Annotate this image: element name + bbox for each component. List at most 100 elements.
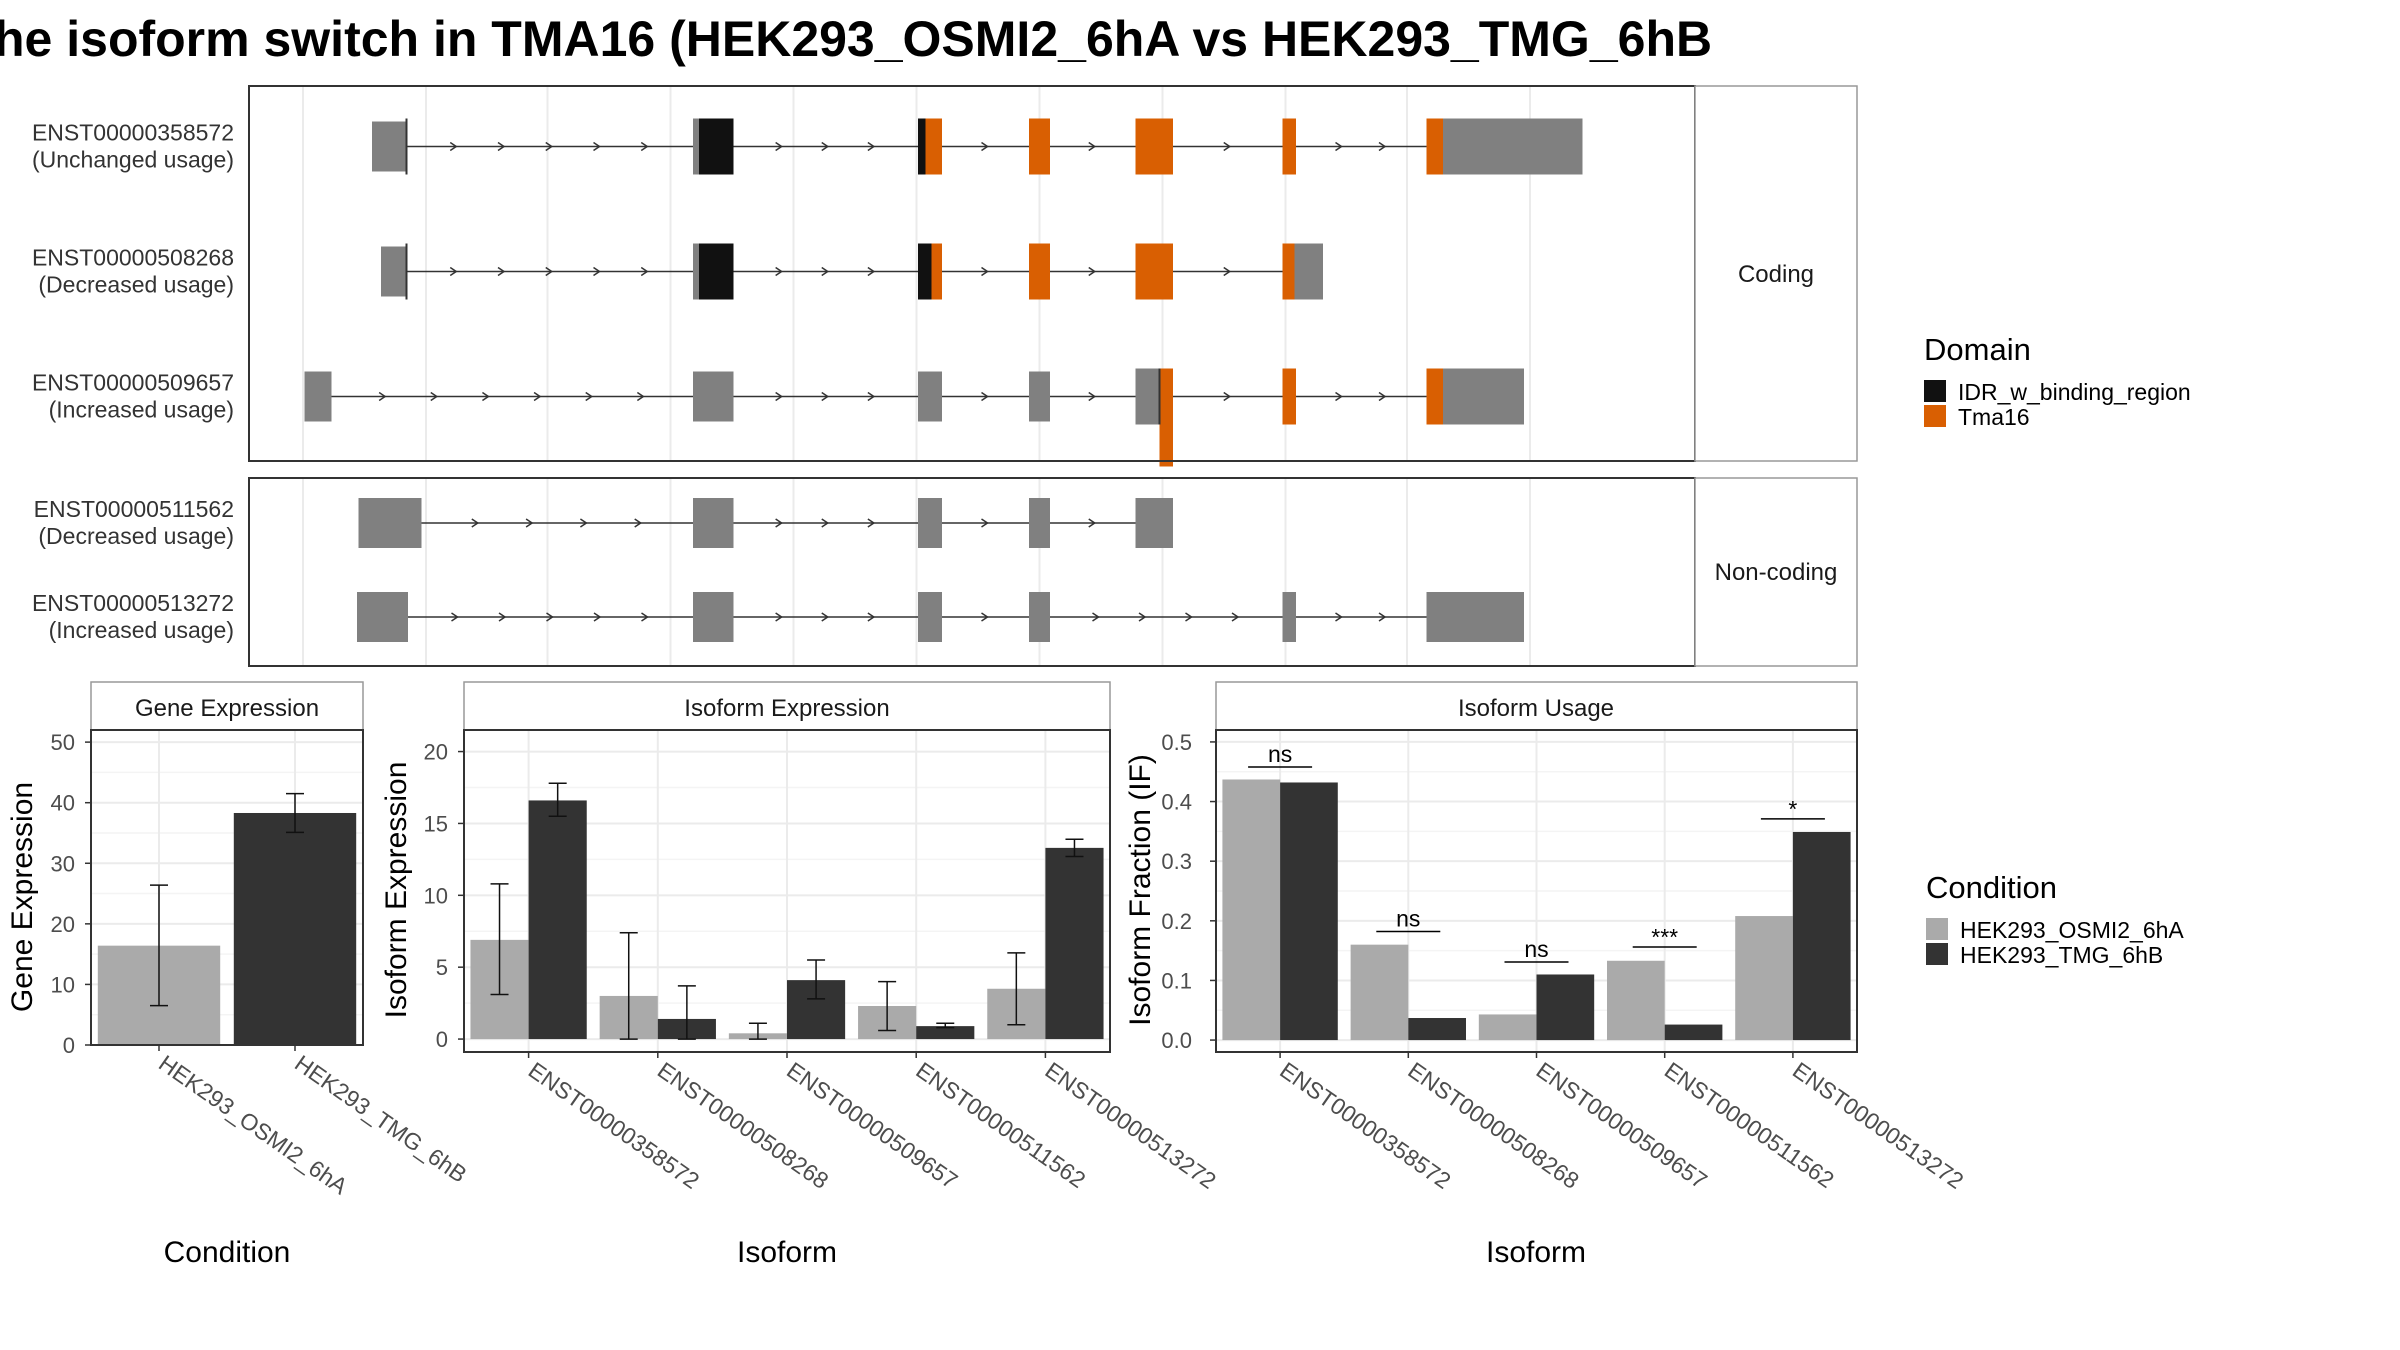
strand-arrow [593,266,601,277]
strand-arrow [1378,612,1387,622]
strand-arrow [775,391,783,402]
strand-arrow [867,518,876,528]
strand-arrow [1088,141,1097,152]
strand-arrow [545,141,554,152]
exon [381,246,407,297]
strand-arrow [634,518,643,528]
strand-arrow [1088,391,1097,402]
y-tick-label: 0 [436,1027,448,1052]
transcript-ENST00000508268: ENST00000508268(Decreased usage) [32,243,1323,300]
strand-arrow [640,266,649,277]
bar-HEK293_TMG_6hB-ENST00000511562 [916,1026,975,1040]
isoform-usage-x-label: Isoform [1486,1236,1586,1269]
domain-legend-title: Domain [1924,332,2031,367]
bar-HEK293_OSMI2_6hA-ENST00000358572 [1222,779,1281,1041]
gene-expression-strip-label: Gene Expression [135,695,319,722]
non-coding-structure-panel: ENST00000511562(Decreased usage)ENST0000… [32,477,1858,667]
significance-label: * [1788,796,1797,822]
exon [1029,371,1050,422]
legend-label-tma16: Tma16 [1958,404,2030,430]
transcript-usage-label: (Increased usage) [49,617,234,643]
isoform-usage-strip [1215,681,1858,731]
strand-arrow [641,612,649,622]
strand-arrow [1335,141,1343,152]
strand-arrow [1088,266,1097,277]
isoform-expression-strip-label: Isoform Expression [684,695,889,722]
exon [918,592,942,642]
transcript-ENST00000511562: ENST00000511562(Decreased usage) [34,496,1173,549]
exon [693,592,734,642]
transcript-usage-label: (Increased usage) [49,397,234,423]
tma16-domain [1426,118,1443,175]
strand-arrow [593,141,601,152]
legend-swatch-idr [1924,380,1946,402]
isoform-expression-x-label: Isoform [737,1236,837,1269]
transcript-usage-label: (Decreased usage) [38,523,234,549]
transcript-id-label: ENST00000513272 [32,590,234,616]
strand-arrow [867,141,876,152]
coding-strip-label: Coding [1738,261,1814,288]
exon [918,371,942,422]
significance-label: ns [1268,741,1292,767]
strand-arrow [775,612,783,622]
strand-arrow [1378,391,1387,402]
y-tick-label: 10 [51,972,75,997]
y-tick-label: 0.4 [1161,790,1192,815]
idr-domain [918,118,926,175]
exon [1426,592,1524,642]
transcript-usage-label: (Decreased usage) [38,272,234,298]
exon [693,371,734,422]
legend-swatch-tma16 [1924,405,1946,427]
strand-arrow [579,518,588,528]
legend-label-osmi2: HEK293_OSMI2_6hA [1960,917,2184,943]
exon [1135,498,1173,548]
strand-arrow [821,141,830,152]
bar-HEK293_OSMI2_6hA-ENST00000509657 [1478,1014,1537,1041]
strand-arrow [593,612,602,622]
y-tick-label: 0.0 [1161,1028,1192,1053]
transcript-id-label: ENST00000511562 [34,496,234,522]
strand-arrow [498,612,507,622]
bar-HEK293_TMG_6hB-ENST00000513272 [1792,831,1851,1041]
domain-legend: Domain IDR_w_binding_region Tma16 [1924,332,2191,430]
isoform-expression-panel: Isoform Expression 05101520ENST000003585… [380,681,1221,1269]
condition-legend: Condition HEK293_OSMI2_6hA HEK293_TMG_6h… [1926,870,2184,968]
transcript-ENST00000358572: ENST00000358572(Unchanged usage) [32,118,1583,175]
strand-arrow [775,266,783,277]
bar-HEK293_TMG_6hB-ENST00000509657 [1536,974,1595,1041]
tma16-domain [1282,118,1296,175]
isoform-expression-y-label: Isoform Expression [380,762,413,1019]
y-tick-label: 5 [436,955,448,980]
strand-arrow [1185,612,1193,622]
strand-arrow [525,518,534,528]
strand-arrow [867,391,876,402]
bar-HEK293_TMG_6hB [233,812,357,1045]
y-tick-label: 50 [51,730,75,755]
bar-HEK293_OSMI2_6hA-ENST00000511562 [1607,960,1665,1041]
strand-arrow [981,141,989,152]
bar-HEK293_OSMI2_6hA-ENST00000508268 [1350,944,1409,1041]
strand-arrow [585,391,594,402]
strand-arrow [1335,612,1343,622]
strand-arrow [1223,141,1232,152]
exon [693,498,734,548]
tma16-domain [1029,243,1050,300]
strand-arrow [981,266,989,277]
transcript-id-label: ENST00000508268 [32,245,234,271]
transcript-usage-label: (Unchanged usage) [32,147,234,173]
significance-label: ns [1524,936,1548,962]
strand-arrow [1378,141,1387,152]
legend-label-idr: IDR_w_binding_region [1958,379,2191,405]
tma16-domain [925,118,942,175]
strand-arrow [1138,612,1147,622]
significance-label: *** [1651,924,1678,950]
transcript-ENST00000513272: ENST00000513272(Increased usage) [32,590,1524,643]
exon [1426,118,1583,175]
non-coding-strip-label: Non-coding [1715,559,1838,586]
isoform-usage-strip-label: Isoform Usage [1458,695,1614,722]
y-tick-label: 15 [424,811,448,836]
idr-domain [699,243,734,300]
bar-HEK293_TMG_6hB-ENST00000508268 [1408,1018,1466,1041]
exon [1282,592,1296,642]
strand-arrow [1231,612,1240,622]
